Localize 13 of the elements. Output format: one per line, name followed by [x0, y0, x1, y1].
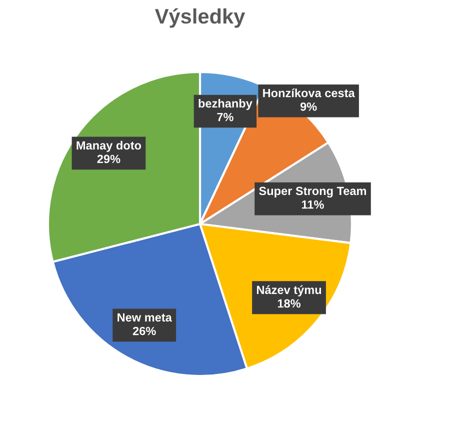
slice-label: Název týmu — [256, 285, 322, 296]
slice-label: Super Strong Team — [259, 186, 366, 198]
slice-label: bezhanby — [198, 98, 252, 110]
data-label: 9% — [300, 102, 317, 111]
slice-label: New meta — [118, 313, 172, 322]
data-label: 18% — [278, 299, 301, 308]
chart-title: Výsledky — [154, 8, 246, 28]
data-label: 7% — [217, 112, 234, 122]
slice-label: Honzíkova cesta — [263, 88, 355, 98]
data-label: 11% — [302, 200, 324, 209]
slice-label: Manay doto — [76, 140, 142, 152]
data-label: 29% — [97, 154, 120, 164]
data-label: 26% — [132, 326, 156, 336]
